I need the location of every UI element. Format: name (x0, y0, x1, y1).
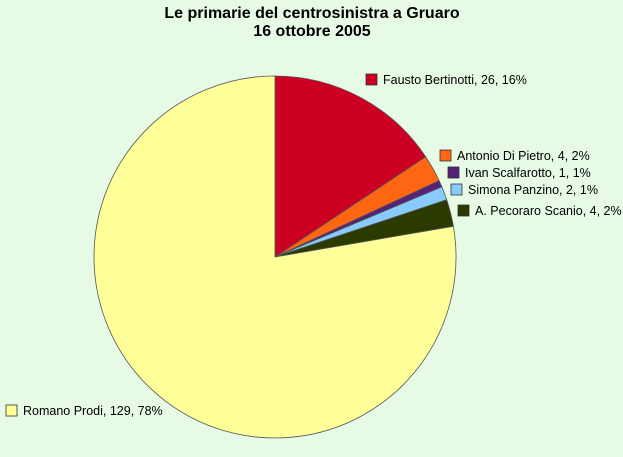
legend-swatch (5, 404, 18, 417)
slice-labels: Fausto Bertinotti, 26, 16% Antonio Di Pie… (5, 73, 622, 418)
pie-slice-fausto-bertinotti (274, 75, 427, 258)
chart-subtitle: 16 ottobre 2005 (253, 23, 370, 40)
legend-swatch (457, 204, 470, 217)
slice-label: Simona Panzino, 2, 1% (468, 183, 598, 197)
pie-slice-romano-prodi (93, 75, 457, 439)
legend-swatch (365, 73, 378, 86)
slice-label: Fausto Bertinotti, 26, 16% (383, 73, 527, 87)
chart-title: Le primarie del centrosinistra a Gruaro (164, 5, 459, 22)
slice-label: A. Pecoraro Scanio, 4, 2% (475, 204, 622, 218)
legend-swatch (450, 183, 463, 196)
slice-label: Romano Prodi, 129, 78% (23, 404, 163, 418)
legend-swatch (439, 149, 452, 162)
slice-label: Antonio Di Pietro, 4, 2% (457, 149, 590, 163)
slice-label: Ivan Scalfarotto, 1, 1% (465, 166, 591, 180)
legend-swatch (447, 166, 460, 179)
pie-slices (93, 75, 457, 439)
